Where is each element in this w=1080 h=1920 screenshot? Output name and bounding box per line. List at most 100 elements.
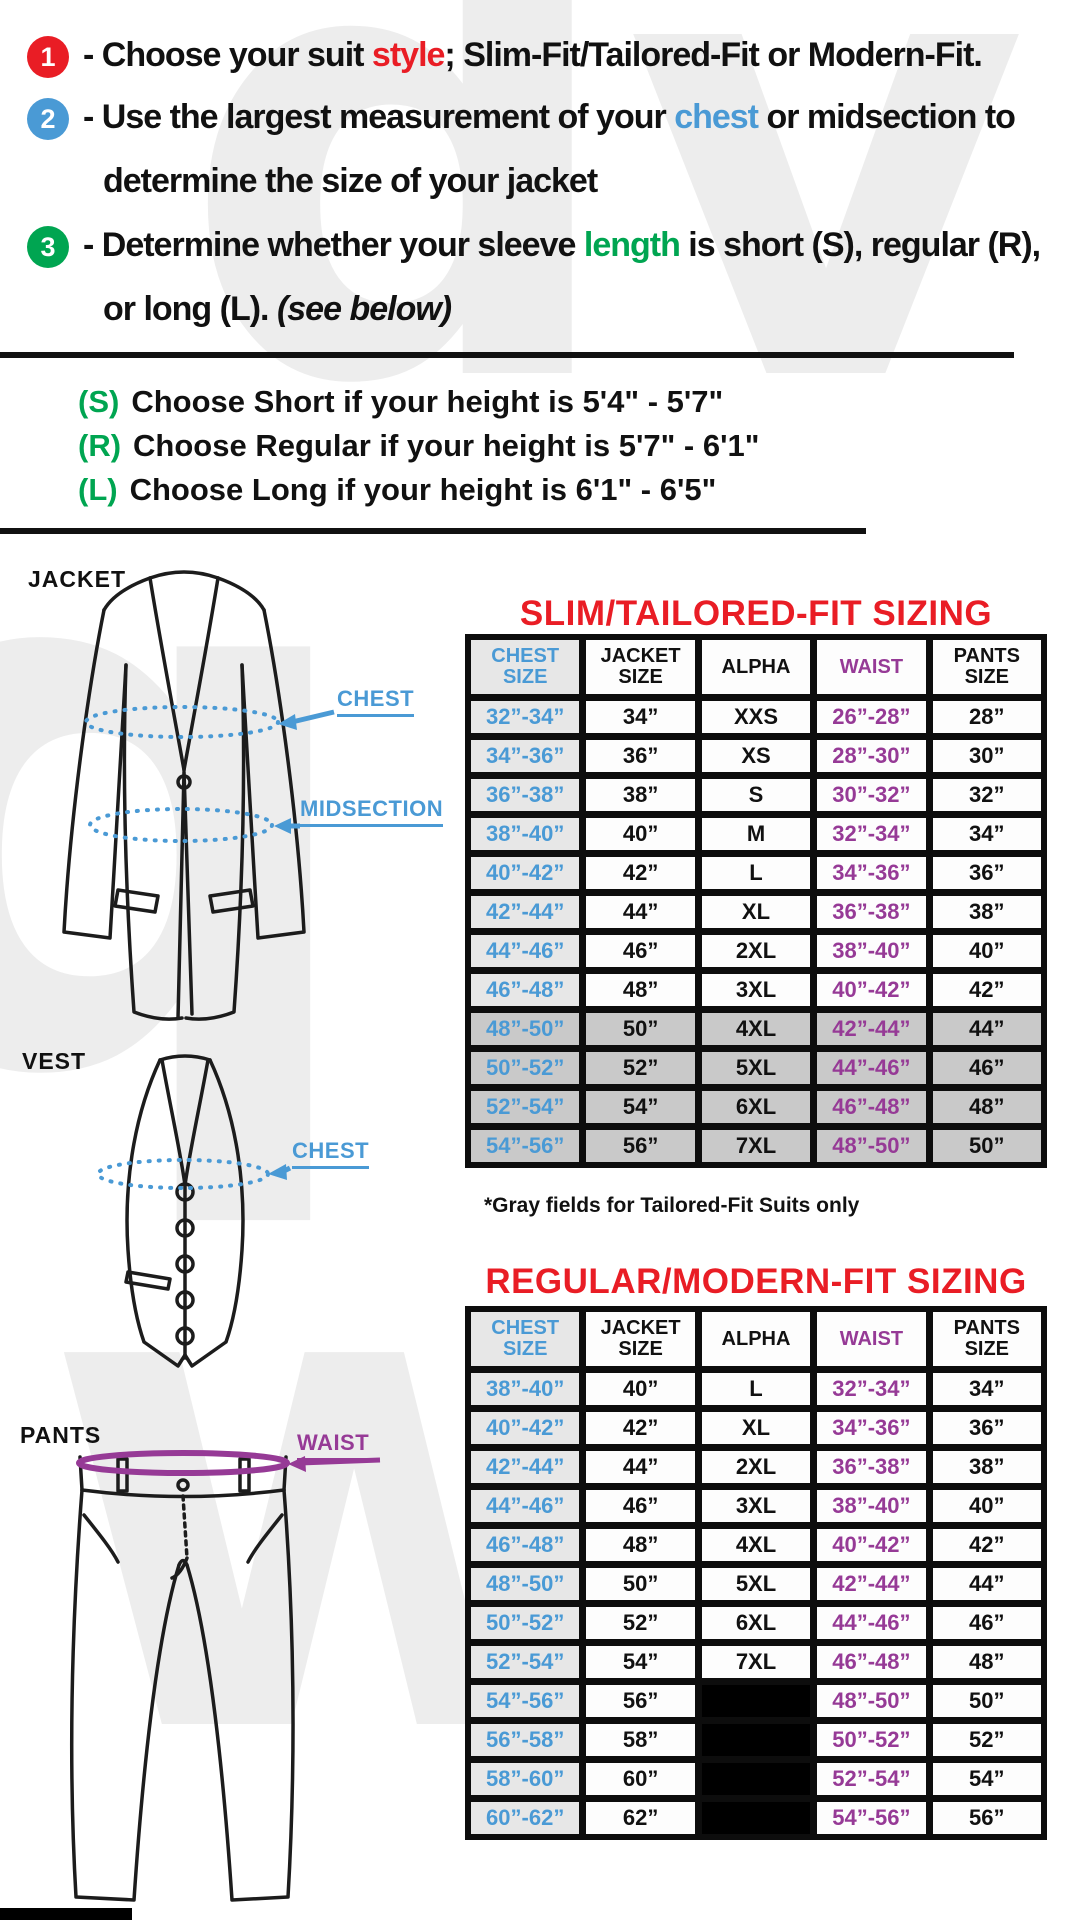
height-guide-short: (S) Choose Short if your height is 5'4" … bbox=[78, 384, 724, 419]
column-header-jacket: JACKET SIZE bbox=[586, 1312, 695, 1366]
cell-alpha: M bbox=[701, 818, 811, 850]
cell-chest: 54”-56” bbox=[471, 1685, 580, 1717]
cell-waist: 36”-38” bbox=[817, 1451, 926, 1483]
cell-waist: 40”-42” bbox=[817, 1529, 926, 1561]
cell-chest: 40”-42” bbox=[471, 857, 580, 889]
cell-pants: 34” bbox=[932, 1373, 1041, 1405]
instruction-step-1: 1 - Choose your suit style; Slim-Fit/Tai… bbox=[27, 36, 983, 78]
divider-bottom bbox=[0, 528, 866, 534]
vest-chest-arrowhead bbox=[268, 1164, 287, 1180]
cell-waist: 48”-50” bbox=[817, 1685, 926, 1717]
instruction-2-continuation: determine the size of your jacket bbox=[103, 162, 598, 200]
column-header-chest: CHEST SIZE bbox=[471, 1312, 580, 1366]
vest-chest-label: CHEST bbox=[292, 1138, 370, 1169]
cell-chest: 44”-46” bbox=[471, 1490, 580, 1522]
cell-pants: 46” bbox=[932, 1052, 1041, 1084]
cell-pants: 42” bbox=[932, 974, 1041, 1006]
jacket-drawing bbox=[62, 570, 335, 1021]
cell-alpha: XL bbox=[701, 896, 811, 928]
cell-pants: 36” bbox=[932, 857, 1041, 889]
cell-pants: 30” bbox=[932, 740, 1041, 772]
cell-alpha: 2XL bbox=[701, 1451, 811, 1483]
cell-waist: 38”-40” bbox=[817, 1490, 926, 1522]
step-1-badge: 1 bbox=[27, 36, 69, 78]
cell-alpha: L bbox=[701, 1373, 811, 1405]
cell-pants: 32” bbox=[932, 779, 1041, 811]
cell-chest: 42”-44” bbox=[471, 896, 580, 928]
column-header-jacket: JACKET SIZE bbox=[586, 640, 695, 694]
cell-chest: 48”-50” bbox=[471, 1013, 580, 1045]
cell-alpha: 5XL bbox=[701, 1568, 811, 1600]
cell-pants: 40” bbox=[932, 935, 1041, 967]
cell-waist: 26”-28” bbox=[817, 701, 926, 733]
cell-waist: 32”-34” bbox=[817, 1373, 926, 1405]
garment-diagrams bbox=[62, 570, 381, 1902]
cell-waist: 42”-44” bbox=[817, 1013, 926, 1045]
jacket-chest-label: CHEST bbox=[337, 686, 415, 717]
regular-fit-sizing-table: CHEST SIZE JACKET SIZE ALPHA WAIST PANTS SIZE 38… bbox=[465, 1306, 1047, 1840]
cell-alpha: 4XL bbox=[701, 1013, 811, 1045]
cell-chest: 42”-44” bbox=[471, 1451, 580, 1483]
cell-alpha: 6XL bbox=[701, 1607, 811, 1639]
column-header-waist: WAIST bbox=[817, 1312, 926, 1366]
short-letter: (S) bbox=[78, 384, 120, 419]
cell-waist: 50”-52” bbox=[817, 1724, 926, 1756]
cell-chest: 50”-52” bbox=[471, 1052, 580, 1084]
instruction-3-continuation: or long (L). (see below) bbox=[103, 290, 452, 328]
cell-pants: 40” bbox=[932, 1490, 1041, 1522]
cell-jacket: 36” bbox=[586, 740, 695, 772]
cell-chest: 38”-40” bbox=[471, 818, 580, 850]
cell-chest: 38”-40” bbox=[471, 1373, 580, 1405]
pants-waist-ellipse bbox=[76, 1450, 290, 1476]
cell-pants: 48” bbox=[932, 1091, 1041, 1123]
cell-pants: 54” bbox=[932, 1763, 1041, 1795]
cell-alpha: 4XL bbox=[701, 1529, 811, 1561]
cell-jacket: 40” bbox=[586, 818, 695, 850]
cell-jacket: 54” bbox=[586, 1091, 695, 1123]
cell-chest: 46”-48” bbox=[471, 974, 580, 1006]
instruction-step-3: 3 - Determine whether your sleeve length… bbox=[27, 226, 1041, 268]
cell-jacket: 48” bbox=[586, 974, 695, 1006]
cell-waist: 46”-48” bbox=[817, 1091, 926, 1123]
column-header-pants: PANTS SIZE bbox=[932, 1312, 1041, 1366]
cell-chest: 46”-48” bbox=[471, 1529, 580, 1561]
cell-chest: 56”-58” bbox=[471, 1724, 580, 1756]
cell-alpha: 3XL bbox=[701, 974, 811, 1006]
cell-jacket: 56” bbox=[586, 1130, 695, 1162]
cell-jacket: 44” bbox=[586, 1451, 695, 1483]
jacket-midsection-label: MIDSECTION bbox=[300, 796, 444, 827]
cell-jacket: 56” bbox=[586, 1685, 695, 1717]
cell-jacket: 50” bbox=[586, 1013, 695, 1045]
cell-jacket: 46” bbox=[586, 935, 695, 967]
jacket-midsection-arrowhead bbox=[274, 818, 291, 834]
cell-pants: 44” bbox=[932, 1013, 1041, 1045]
cell-chest: 48”-50” bbox=[471, 1568, 580, 1600]
divider-top bbox=[0, 352, 1014, 358]
cell-pants: 38” bbox=[932, 896, 1041, 928]
cell-waist: 44”-46” bbox=[817, 1607, 926, 1639]
instruction-2-text: - Use the largest measurement of your ch… bbox=[83, 98, 1016, 136]
column-header-chest: CHEST SIZE bbox=[471, 640, 580, 694]
cell-waist: 44”-46” bbox=[817, 1052, 926, 1084]
cell-jacket: 60” bbox=[586, 1763, 695, 1795]
jacket-label: JACKET bbox=[28, 566, 127, 592]
cell-alpha: XS bbox=[701, 740, 811, 772]
cell-pants: 28” bbox=[932, 701, 1041, 733]
pants-label: PANTS bbox=[20, 1422, 102, 1448]
cell-chest: 36”-38” bbox=[471, 779, 580, 811]
cell-alpha bbox=[701, 1685, 811, 1717]
jacket-chest-arrow bbox=[291, 709, 335, 725]
cell-pants: 36” bbox=[932, 1412, 1041, 1444]
cell-waist: 46”-48” bbox=[817, 1646, 926, 1678]
cell-jacket: 62” bbox=[586, 1802, 695, 1834]
jacket-midsection-ellipse bbox=[88, 807, 274, 843]
cell-chest: 54”-56” bbox=[471, 1130, 580, 1162]
cell-jacket: 50” bbox=[586, 1568, 695, 1600]
cell-alpha: 7XL bbox=[701, 1130, 811, 1162]
regular-letter: (R) bbox=[78, 428, 122, 463]
cell-jacket: 44” bbox=[586, 896, 695, 928]
cell-waist: 34”-36” bbox=[817, 857, 926, 889]
cell-pants: 42” bbox=[932, 1529, 1041, 1561]
cell-waist: 40”-42” bbox=[817, 974, 926, 1006]
cell-alpha: 3XL bbox=[701, 1490, 811, 1522]
